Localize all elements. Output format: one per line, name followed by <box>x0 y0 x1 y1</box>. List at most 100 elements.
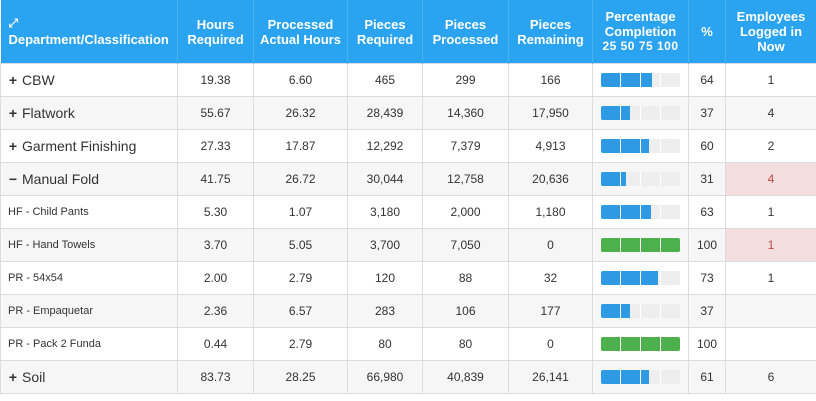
department-row[interactable]: − Manual Fold 41.75 26.72 30,044 12,758 20,636… <box>0 162 816 196</box>
pieces-remaining-cell: 0 <box>508 228 593 262</box>
progress-segment <box>660 205 680 219</box>
department-cell: HF - Hand Towels <box>0 228 178 262</box>
hours-required-cell: 2.36 <box>177 294 254 328</box>
progress-segment <box>660 271 680 285</box>
classification-row: PR - 54x54 2.00 2.79 120 88 32 73 1 <box>0 261 816 295</box>
expand-plus-icon[interactable]: + <box>8 72 18 88</box>
progress-fill <box>641 238 660 252</box>
progress-fill <box>641 73 652 87</box>
percent-cell: 61 <box>688 360 726 394</box>
percent-cell: 100 <box>688 327 726 361</box>
progress-segment <box>620 304 640 318</box>
completion-cell <box>592 129 689 163</box>
completion-cell <box>592 96 689 130</box>
progress-fill <box>601 205 620 219</box>
hours-required-cell: 3.70 <box>177 228 254 262</box>
processed-actual-hours-cell: 26.72 <box>253 162 348 196</box>
hours-required-cell: 55.67 <box>177 96 254 130</box>
progress-fill <box>621 139 640 153</box>
progress-segment <box>640 73 660 87</box>
department-row[interactable]: + CBW 19.38 6.60 465 299 166 64 1 <box>0 63 816 97</box>
header-processed-actual-hours[interactable]: Processed Actual Hours <box>253 0 348 64</box>
percent-cell: 64 <box>688 63 726 97</box>
header-percentage-completion-label: Percentage Completion <box>604 9 677 39</box>
classification-row: HF - Hand Towels 3.70 5.05 3,700 7,050 0 100 1 <box>0 228 816 262</box>
pieces-processed-cell: 2,000 <box>422 195 509 229</box>
pieces-required-cell: 465 <box>347 63 423 97</box>
collapse-minus-icon[interactable]: − <box>8 171 18 187</box>
progress-fill <box>621 304 631 318</box>
expand-plus-icon[interactable]: + <box>8 105 18 121</box>
employees-logged-in-cell: 1 <box>725 195 816 229</box>
progress-fill <box>621 205 640 219</box>
progress-segment <box>660 304 680 318</box>
header-percent[interactable]: % <box>688 0 726 64</box>
pieces-processed-cell: 7,050 <box>422 228 509 262</box>
department-row[interactable]: + Soil 83.73 28.25 66,980 40,839 26,141 61 6 <box>0 360 816 394</box>
department-cell[interactable]: + Soil <box>0 360 178 394</box>
header-pieces-processed[interactable]: Pieces Processed <box>422 0 509 64</box>
progress-segment <box>660 139 680 153</box>
pieces-required-cell: 120 <box>347 261 423 295</box>
expand-icon[interactable]: ⤢ <box>8 15 19 30</box>
progress-fill <box>601 238 620 252</box>
table-header-row: ⤢ Department/Classification Hours Requir… <box>0 0 816 64</box>
employees-logged-in-cell <box>725 327 816 361</box>
progress-fill <box>601 337 620 351</box>
header-pieces-required[interactable]: Pieces Required <box>347 0 423 64</box>
progress-segment <box>640 271 660 285</box>
processed-actual-hours-cell: 28.25 <box>253 360 348 394</box>
hours-required-cell: 41.75 <box>177 162 254 196</box>
hours-required-cell: 0.44 <box>177 327 254 361</box>
progress-segment <box>640 106 660 120</box>
pieces-processed-cell: 299 <box>422 63 509 97</box>
department-cell[interactable]: + CBW <box>0 63 178 97</box>
department-cell[interactable]: + Flatwork <box>0 96 178 130</box>
table-body: + CBW 19.38 6.60 465 299 166 64 1 + Flatwork 55.67 2… <box>0 63 816 394</box>
header-pieces-remaining[interactable]: Pieces Remaining <box>508 0 593 64</box>
header-employees-logged-in[interactable]: Employees Logged in Now <box>725 0 816 64</box>
department-cell[interactable]: + Garment Finishing <box>0 129 178 163</box>
pieces-required-cell: 12,292 <box>347 129 423 163</box>
employees-logged-in-cell: 4 <box>725 96 816 130</box>
progress-fill <box>661 238 680 252</box>
progress-segment <box>620 73 640 87</box>
pieces-remaining-cell: 26,141 <box>508 360 593 394</box>
department-row[interactable]: + Garment Finishing 27.33 17.87 12,292 7,379 4… <box>0 129 816 163</box>
progress-fill <box>661 337 680 351</box>
progress-segment <box>660 337 680 351</box>
progress-segment <box>601 238 620 252</box>
processed-actual-hours-cell: 2.79 <box>253 261 348 295</box>
expand-plus-icon[interactable]: + <box>8 369 18 385</box>
department-name: PR - Pack 2 Funda <box>8 338 101 350</box>
progress-segment <box>640 238 660 252</box>
completion-progress-bar <box>601 73 680 87</box>
header-hours-required[interactable]: Hours Required <box>177 0 254 64</box>
completion-progress-bar <box>601 271 680 285</box>
progress-segment <box>601 73 620 87</box>
percent-cell: 37 <box>688 294 726 328</box>
pieces-required-cell: 28,439 <box>347 96 423 130</box>
pieces-required-cell: 283 <box>347 294 423 328</box>
pieces-processed-cell: 40,839 <box>422 360 509 394</box>
department-cell: HF - Child Pants <box>0 195 178 229</box>
hours-required-cell: 5.30 <box>177 195 254 229</box>
department-row[interactable]: + Flatwork 55.67 26.32 28,439 14,360 17,950 37 4 <box>0 96 816 130</box>
progress-segment <box>601 106 620 120</box>
pieces-required-cell: 30,044 <box>347 162 423 196</box>
progress-fill <box>601 370 620 384</box>
completion-progress-bar <box>601 238 680 252</box>
progress-fill <box>621 106 631 120</box>
completion-progress-bar <box>601 370 680 384</box>
completion-cell <box>592 195 689 229</box>
expand-plus-icon[interactable]: + <box>8 138 18 154</box>
percent-cell: 73 <box>688 261 726 295</box>
progress-fill <box>621 238 640 252</box>
pieces-required-cell: 80 <box>347 327 423 361</box>
department-cell: PR - Empaquetar <box>0 294 178 328</box>
header-percentage-completion[interactable]: Percentage Completion 25 50 75 100 <box>592 0 689 64</box>
employees-logged-in-cell <box>725 294 816 328</box>
header-department[interactable]: ⤢ Department/Classification <box>0 0 178 64</box>
department-cell[interactable]: − Manual Fold <box>0 162 178 196</box>
progress-segment <box>640 205 660 219</box>
